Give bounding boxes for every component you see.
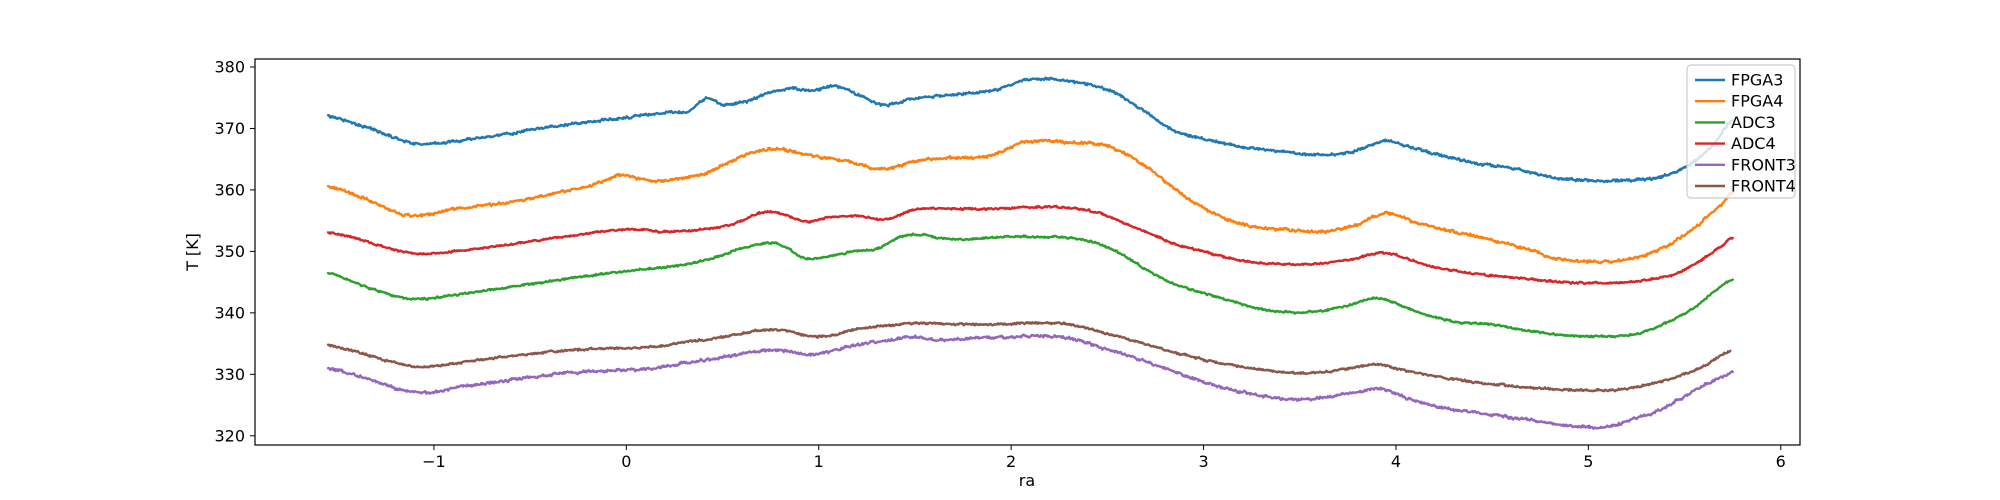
legend-label-FPGA4: FPGA4 xyxy=(1731,92,1783,111)
legend-label-FPGA3: FPGA3 xyxy=(1731,71,1783,90)
x-tick-label: 2 xyxy=(1006,452,1016,471)
legend-label-ADC4: ADC4 xyxy=(1731,134,1776,153)
legend-label-ADC3: ADC3 xyxy=(1731,113,1776,132)
y-tick-label: 360 xyxy=(214,180,245,199)
legend-label-FRONT4: FRONT4 xyxy=(1731,177,1796,196)
x-axis-title: ra xyxy=(1019,471,1035,490)
x-tick-label: 0 xyxy=(621,452,631,471)
series-line-FPGA3 xyxy=(326,76,1734,184)
series-line-FRONT4 xyxy=(326,321,1732,393)
x-tick-label: 1 xyxy=(814,452,824,471)
y-tick-label: 340 xyxy=(214,303,245,322)
y-axis-title: T [K] xyxy=(183,233,202,272)
axes-spines xyxy=(254,58,1801,446)
y-tick-label: 330 xyxy=(214,365,245,384)
x-tick-label: 3 xyxy=(1198,452,1208,471)
series-line-ADC3 xyxy=(326,232,1734,339)
x-tick-label: 5 xyxy=(1583,452,1593,471)
x-tick-label: −1 xyxy=(422,452,446,471)
y-tick-label: 350 xyxy=(214,242,245,261)
series-line-ADC4 xyxy=(326,204,1734,286)
series-line-FRONT3 xyxy=(326,333,1734,430)
y-tick-label: 380 xyxy=(214,57,245,76)
y-tick-label: 320 xyxy=(214,426,245,445)
x-tick-label: 6 xyxy=(1776,452,1786,471)
legend-label-FRONT3: FRONT3 xyxy=(1731,155,1796,174)
y-tick-label: 370 xyxy=(214,119,245,138)
series-line-FPGA4 xyxy=(326,138,1734,265)
x-tick-label: 4 xyxy=(1391,452,1401,471)
